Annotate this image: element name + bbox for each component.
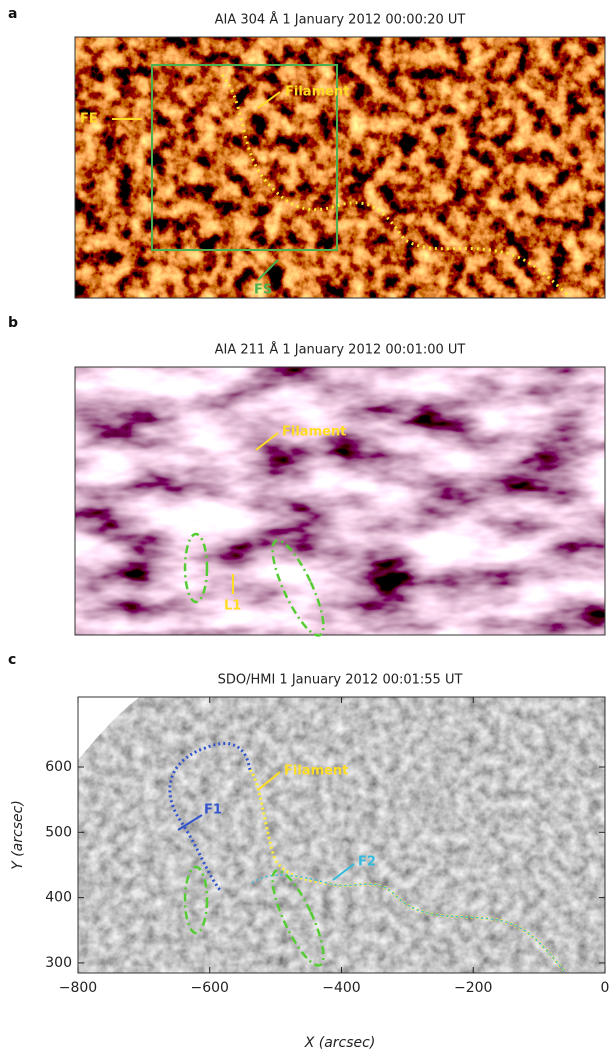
panel-title: AIA 304 Å 1 January 2012 00:00:20 UT xyxy=(215,12,466,28)
panel-title: AIA 211 Å 1 January 2012 00:01:00 UT xyxy=(215,342,466,358)
x-tick-label: −400 xyxy=(322,980,360,996)
x-tick-label: −800 xyxy=(59,980,97,996)
y-axis-label: Y (arcsec) xyxy=(10,800,26,870)
annotation: F2 xyxy=(358,855,376,870)
panel-title: SDO/HMI 1 January 2012 00:01:55 UT xyxy=(218,673,463,688)
figure: a AIA 304 Å 1 January 2012 00:00:20 UT F… xyxy=(0,0,611,1056)
panel-label: a xyxy=(8,6,17,22)
image-hmi xyxy=(78,697,605,973)
annotation: Filament xyxy=(284,764,348,779)
annotation: Filament xyxy=(282,425,346,440)
annotation: F1 xyxy=(204,803,222,818)
y-tick-label: 600 xyxy=(45,759,72,775)
annotation: FE xyxy=(80,112,98,127)
panel-label: b xyxy=(8,315,18,331)
panel-label: c xyxy=(8,652,16,668)
x-axis-label: X (arcsec) xyxy=(304,1035,376,1051)
y-tick-label: 400 xyxy=(45,890,72,906)
x-tick-label: 0 xyxy=(601,980,610,996)
annotation: FS xyxy=(254,283,272,298)
annotation: L1 xyxy=(224,599,241,614)
image-211 xyxy=(75,367,605,635)
x-tick-label: −600 xyxy=(191,980,229,996)
image-304 xyxy=(75,37,605,298)
y-tick-label: 500 xyxy=(45,824,72,840)
annotation: Filament xyxy=(285,85,349,100)
x-tick-label: −200 xyxy=(454,980,492,996)
y-tick-label: 300 xyxy=(45,955,72,971)
